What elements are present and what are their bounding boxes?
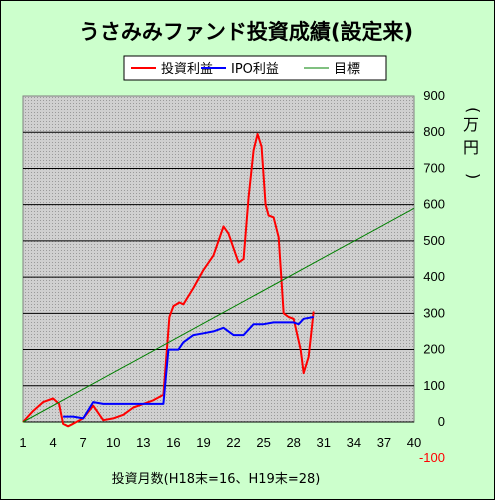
x-tick-label: 40	[407, 435, 421, 450]
x-tick-label: 7	[80, 435, 87, 450]
x-axis-label: 投資月数(H18末=16、H19末=28)	[112, 471, 321, 487]
y-tick-label: 500	[423, 233, 445, 248]
x-tick-label: 31	[317, 435, 331, 450]
y-tick-label: 200	[423, 342, 445, 357]
legend: 投資利益 IPO利益 目標	[123, 55, 387, 81]
x-tick-label: 16	[166, 435, 180, 450]
y-tick-label: 100	[423, 378, 445, 393]
x-tick-label: 19	[196, 435, 210, 450]
series-layer	[22, 133, 415, 428]
chart-title: うさみみファンド投資成績(設定来)	[79, 20, 413, 44]
legend-label-1: IPO利益	[231, 62, 279, 77]
x-axis-ticks: 1 4 7 10 13 16 19 22 25 28 31 34 37 40	[19, 435, 421, 450]
series-line-0	[22, 133, 315, 428]
plot-area	[22, 95, 415, 423]
y-tick-label: 900	[423, 88, 445, 103]
x-tick-label: 34	[347, 435, 361, 450]
y-axis-ticks: -100 0 100 200 300 400 500 600 700 800 900	[419, 88, 445, 465]
x-tick-label: 37	[377, 435, 391, 450]
x-tick-label: 1	[19, 435, 26, 450]
series-line-2	[22, 207, 415, 423]
legend-label-2: 目標	[334, 62, 360, 77]
y-tick-label: -100	[419, 450, 445, 465]
x-tick-label: 28	[286, 435, 300, 450]
x-tick-label: 13	[136, 435, 150, 450]
y-tick-label: 300	[423, 305, 445, 320]
y-axis-label: (万円)	[463, 107, 483, 179]
legend-label-0: 投資利益	[161, 61, 213, 77]
series-line-1	[63, 316, 314, 420]
y-tick-label: 700	[423, 160, 445, 175]
x-tick-label: 4	[49, 435, 56, 450]
x-tick-label: 10	[106, 435, 120, 450]
x-tick-label: 22	[226, 435, 240, 450]
y-tick-label: 600	[423, 197, 445, 212]
y-tick-label: 0	[438, 414, 445, 429]
y-tick-label: 800	[423, 124, 445, 139]
y-tick-label: 400	[423, 269, 445, 284]
x-tick-label: 25	[256, 435, 270, 450]
